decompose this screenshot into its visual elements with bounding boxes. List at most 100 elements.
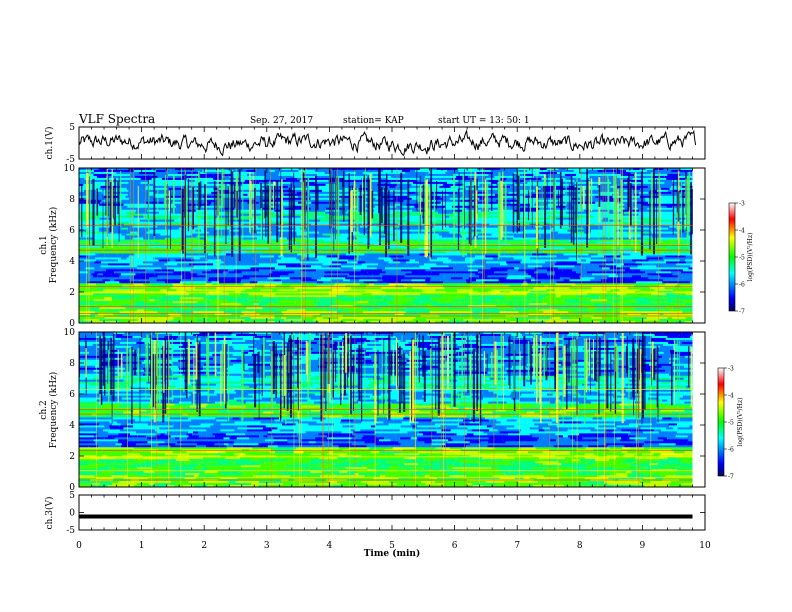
spectrogram-cell <box>378 281 396 284</box>
spectrogram-cell <box>481 229 501 232</box>
spectrogram-cell <box>152 185 171 189</box>
spectrogram-cell <box>140 187 146 191</box>
spectrogram-cell <box>242 249 257 252</box>
spectrogram-cell <box>650 211 660 215</box>
spectrogram-cell <box>552 195 563 199</box>
spectrogram-cell <box>108 387 131 391</box>
spectrogram-cell <box>247 275 266 278</box>
spectrogram-cell <box>679 241 693 244</box>
spectrogram-cell <box>338 231 353 234</box>
spectrogram-cell <box>587 277 595 280</box>
spectrogram-cell <box>145 185 153 189</box>
spectrogram-cell <box>170 209 182 213</box>
spectrogram-cell <box>459 359 479 363</box>
spectrogram-cell <box>443 261 448 264</box>
spectrogram-cell <box>677 319 687 322</box>
spectrogram-cell <box>533 332 544 335</box>
spectrogram-cell <box>272 195 298 199</box>
spectrogram-cell <box>91 255 105 258</box>
spectrogram-cell <box>223 271 229 274</box>
spectrogram-cell <box>311 201 337 205</box>
spectrogram-cell <box>271 231 297 234</box>
spectrogram-cell <box>483 395 502 398</box>
spectrogram-cell <box>302 183 326 187</box>
spectrogram-cell <box>493 215 502 219</box>
spectrogram-cell <box>157 275 183 278</box>
spectrogram-cell <box>507 295 519 298</box>
spectrogram-cell <box>381 195 400 199</box>
spectrogram-cell <box>559 239 570 242</box>
spectrogram-cell <box>521 387 535 391</box>
spectrogram-cell <box>260 289 273 292</box>
spectrogram-cell <box>154 345 179 349</box>
spectrogram-cell <box>569 355 592 359</box>
spectrogram-cell <box>362 249 374 252</box>
spectrogram-cell <box>657 347 674 351</box>
spectrogram-cell <box>555 289 563 292</box>
spectrogram-cell <box>388 377 409 381</box>
spectrogram-cell <box>571 241 585 244</box>
spectrogram-cell <box>479 245 500 248</box>
spectrogram-cell <box>147 197 167 201</box>
spectrogram-cell <box>322 379 340 383</box>
spectrogram-cell <box>279 301 296 304</box>
spectrogram-cell <box>128 343 145 347</box>
spectrogram-cell <box>416 171 429 175</box>
spectrogram-cell <box>589 381 616 385</box>
spectrogram-cell <box>122 333 149 337</box>
spectrogram-cell <box>306 353 325 357</box>
spectrogram-cell <box>681 332 693 335</box>
spectrogram-cell <box>675 257 693 260</box>
spectrogram-cell <box>375 179 380 183</box>
spectrogram-cell <box>425 239 450 242</box>
spectrogram-cell <box>249 321 258 323</box>
spectrogram-cell <box>444 293 469 296</box>
spectrogram-cell <box>139 171 155 175</box>
spectrogram-cell <box>139 183 154 187</box>
spectrogram-cell <box>168 301 173 304</box>
spectrogram-cell <box>477 168 484 171</box>
spectrogram-cell <box>433 247 459 250</box>
spectrogram-cell <box>464 241 472 244</box>
spectrogram-cell <box>386 249 407 252</box>
spectrogram-cell <box>203 185 222 189</box>
spectrogram-cell <box>518 269 538 272</box>
spectrogram-cell <box>462 235 473 238</box>
spectrogram-cell <box>222 243 229 246</box>
spectrogram-cell <box>473 317 491 320</box>
spectrogram-cell <box>395 213 417 217</box>
spectrogram-cell <box>109 245 120 248</box>
spectrogram-cell <box>509 321 516 323</box>
spectrogram-cell <box>276 259 300 262</box>
spectrogram-cell <box>442 191 458 195</box>
spectrogram-cell <box>611 193 634 197</box>
spectrogram-cell <box>239 229 254 232</box>
spectrogram-cell <box>666 205 673 209</box>
spectrogram-cell <box>380 375 405 379</box>
spectrogram-cell <box>532 179 548 183</box>
spectrogram-cell <box>495 209 514 213</box>
spectrogram-cell <box>474 251 485 254</box>
spectrogram-cell <box>364 207 389 211</box>
spectrogram-cell <box>298 387 316 391</box>
spectrogram-cell <box>519 199 536 203</box>
spectrogram-cell <box>312 347 326 351</box>
spectrogram-cell <box>523 173 534 177</box>
spectrogram-cell <box>546 259 559 262</box>
spectrogram-cell <box>279 269 286 272</box>
spectrogram-cell <box>590 299 607 302</box>
spectrogram-cell <box>248 345 257 349</box>
spectrogram-cell <box>516 389 542 393</box>
spectrogram-cell <box>600 389 608 393</box>
spectrogram-cell <box>466 299 492 302</box>
spectrogram-cell <box>161 265 184 268</box>
spectrogram-cell <box>659 319 668 322</box>
spectrogram-cell <box>268 247 289 250</box>
spectrogram-cell <box>675 279 693 282</box>
spectrogram-cell <box>564 173 577 177</box>
spectrogram-cell <box>534 271 555 274</box>
spectrogram-cell <box>363 247 386 250</box>
spectrogram-cell <box>98 229 113 232</box>
spectrogram-cell <box>533 287 559 290</box>
